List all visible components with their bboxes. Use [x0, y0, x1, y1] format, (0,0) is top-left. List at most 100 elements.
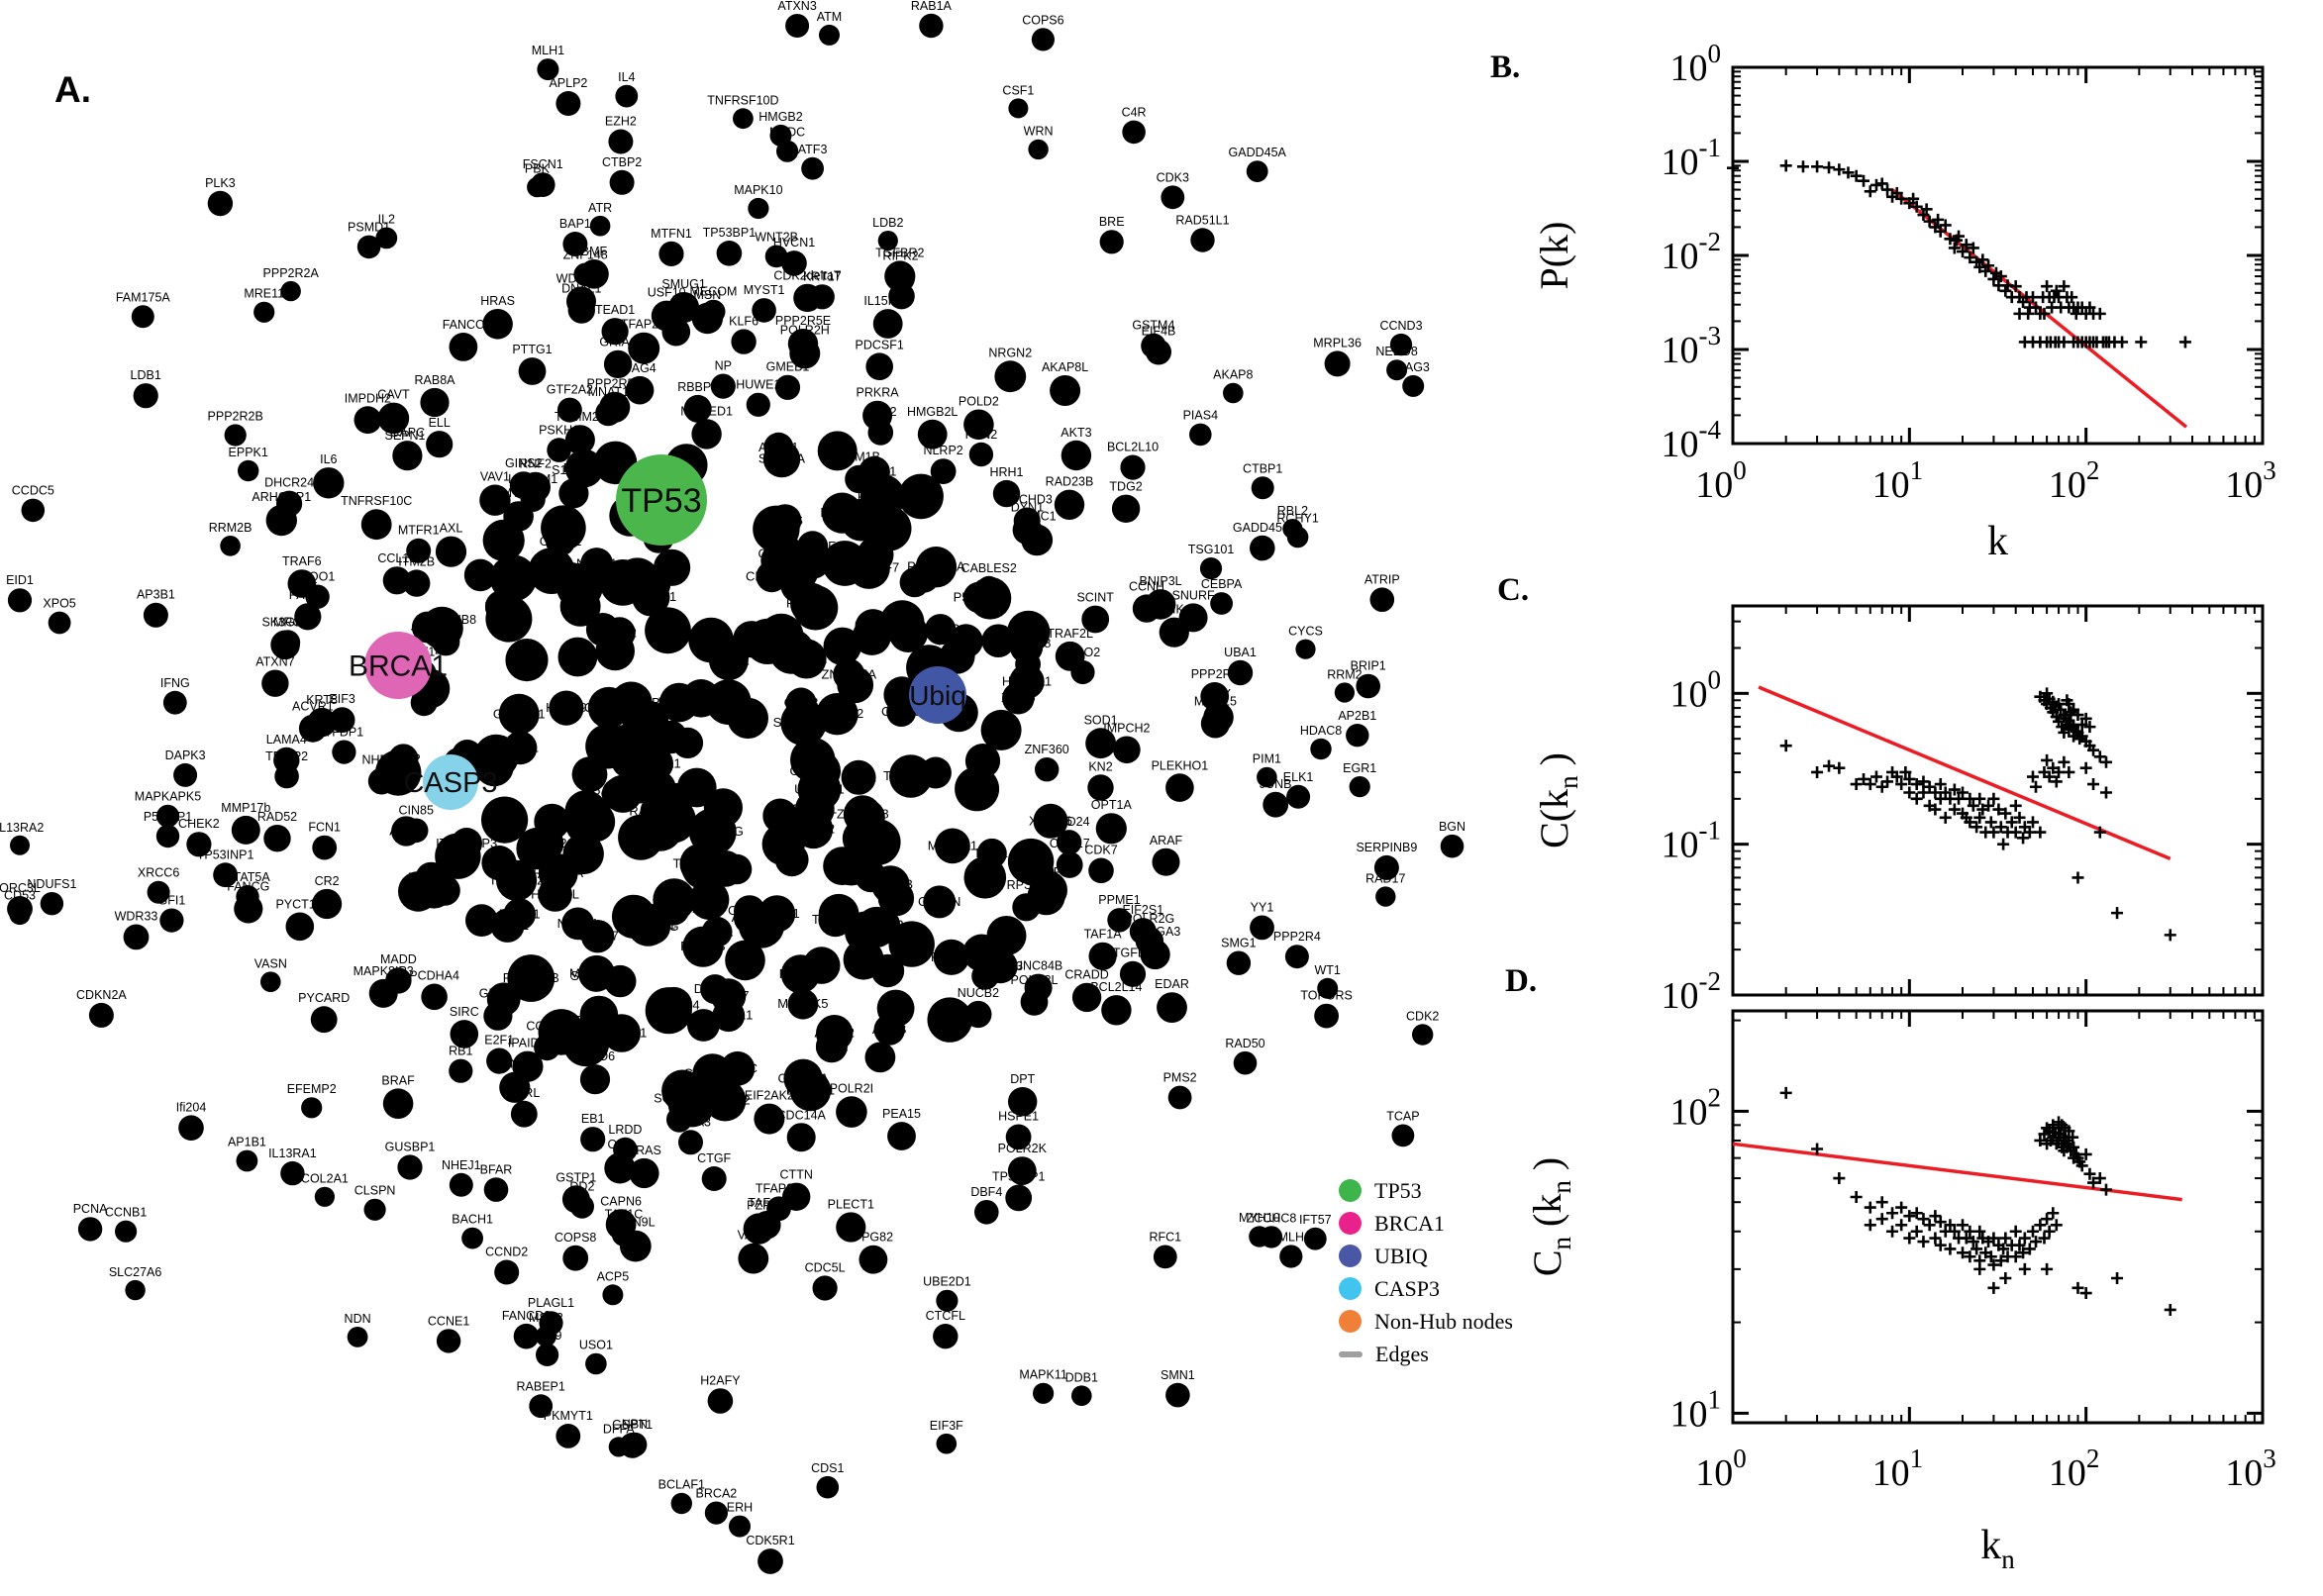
- svg-text:JUNB: JUNB: [411, 620, 445, 635]
- svg-text:GTF2A2: GTF2A2: [547, 383, 593, 397]
- svg-text:MAPK10: MAPK10: [734, 183, 782, 197]
- svg-text:BRE: BRE: [683, 780, 710, 795]
- svg-text:CCNE2: CCNE2: [526, 1019, 567, 1033]
- svg-text:EPHA3: EPHA3: [670, 1115, 711, 1129]
- svg-text:LDB1: LDB1: [131, 368, 161, 382]
- svg-text:CCNE1: CCNE1: [428, 1314, 469, 1328]
- svg-text:MRE11: MRE11: [244, 287, 284, 301]
- svg-text:PTTG1: PTTG1: [499, 907, 541, 922]
- svg-text:PPME1: PPME1: [1098, 893, 1140, 907]
- svg-text:KIF5B: KIF5B: [834, 858, 869, 873]
- svg-text:PXN: PXN: [851, 951, 877, 966]
- svg-text:PYCARD: PYCARD: [298, 991, 350, 1005]
- svg-text:ACVR1: ACVR1: [292, 700, 334, 714]
- svg-text:WDR33L: WDR33L: [556, 271, 607, 285]
- svg-text:FSCN1: FSCN1: [523, 157, 563, 171]
- svg-text:CDK5R1: CDK5R1: [746, 1534, 794, 1547]
- svg-text:GADD45A: GADD45A: [1229, 146, 1287, 159]
- svg-text:POLR2K: POLR2K: [603, 752, 655, 767]
- svg-text:OS9: OS9: [607, 1138, 632, 1151]
- svg-text:ITGB1BP3: ITGB1BP3: [436, 836, 497, 850]
- svg-text:SEPHS1: SEPHS1: [570, 968, 621, 983]
- svg-text:HVCN1: HVCN1: [773, 236, 815, 249]
- svg-text:ATM: ATM: [817, 10, 842, 24]
- svg-text:TOP1: TOP1: [941, 648, 974, 663]
- svg-text:KRT17: KRT17: [803, 269, 842, 283]
- svg-text:CDS1: CDS1: [609, 735, 644, 749]
- svg-text:RAD51L1: RAD51L1: [1175, 213, 1229, 227]
- svg-text:BCLAF1: BCLAF1: [658, 1478, 705, 1492]
- svg-text:103: 103: [2225, 1444, 2276, 1494]
- svg-text:10-1: 10-1: [1662, 816, 1722, 866]
- svg-text:SLC27A6: SLC27A6: [109, 1265, 162, 1279]
- svg-text:NUDC: NUDC: [760, 552, 798, 567]
- svg-text:EPPK1: EPPK1: [229, 446, 268, 459]
- svg-text:PBK: PBK: [525, 162, 551, 176]
- svg-text:ARAF: ARAF: [1150, 834, 1183, 848]
- svg-text:TOPORS: TOPORS: [672, 856, 727, 871]
- svg-text:PARC: PARC: [828, 555, 862, 570]
- svg-text:ZNF385A: ZNF385A: [821, 666, 876, 681]
- svg-text:MAGED1: MAGED1: [680, 404, 733, 418]
- svg-text:MYH10: MYH10: [1239, 1211, 1280, 1225]
- svg-text:USO1: USO1: [579, 1339, 613, 1352]
- svg-text:FAM175A: FAM175A: [938, 634, 994, 648]
- legend-label: Edges: [1375, 1341, 1429, 1366]
- svg-text:IMPCH2: IMPCH2: [1103, 722, 1150, 736]
- svg-text:CHEK2: CHEK2: [792, 821, 835, 836]
- svg-text:CLSPN: CLSPN: [354, 1184, 396, 1198]
- svg-text:IFT57: IFT57: [652, 1003, 685, 1018]
- svg-text:PPP2R4: PPP2R4: [1273, 930, 1321, 944]
- svg-text:ZNF360: ZNF360: [1025, 743, 1069, 756]
- svg-text:PLECT1: PLECT1: [828, 1197, 874, 1211]
- svg-text:LAMA4: LAMA4: [266, 733, 307, 747]
- data-points: [1779, 1086, 2176, 1316]
- svg-text:KRT8: KRT8: [306, 693, 338, 707]
- svg-text:APLP2: APLP2: [814, 1026, 854, 1041]
- svg-text:RAD23A: RAD23A: [533, 865, 583, 880]
- svg-text:TFDP1: TFDP1: [325, 726, 364, 740]
- svg-text:LDB2: LDB2: [872, 216, 903, 230]
- svg-text:GMEB1: GMEB1: [766, 360, 810, 374]
- svg-text:PPG82: PPG82: [854, 1231, 893, 1245]
- svg-text:ACP5: ACP5: [389, 824, 423, 839]
- svg-text:CDK2deltaT: CDK2deltaT: [773, 269, 841, 283]
- svg-text:GSTP1: GSTP1: [556, 1170, 596, 1184]
- svg-text:POLR2L: POLR2L: [1011, 973, 1059, 987]
- svg-text:EIF4B: EIF4B: [520, 841, 556, 855]
- svg-text:CTBP2: CTBP2: [708, 652, 750, 667]
- svg-text:UNG: UNG: [501, 1057, 529, 1071]
- svg-text:RABEP1: RABEP1: [517, 1379, 565, 1393]
- svg-text:ARHGAP1: ARHGAP1: [252, 490, 311, 504]
- svg-text:ERH: ERH: [727, 1501, 753, 1515]
- svg-text:EB1: EB1: [581, 1112, 605, 1126]
- panel_c: 100 10-1 10-2 C(kn ): [1532, 604, 2265, 1017]
- svg-text:HRAS: HRAS: [480, 294, 515, 308]
- svg-text:ORC3L: ORC3L: [855, 919, 897, 934]
- svg-text:RRM2B: RRM2B: [680, 939, 726, 953]
- svg-text:hMLH1: hMLH1: [1271, 1230, 1311, 1244]
- svg-text:AP2B1: AP2B1: [882, 615, 922, 630]
- svg-text:XRCC6: XRCC6: [1029, 813, 1072, 828]
- svg-text:TAF1C: TAF1C: [718, 1060, 758, 1075]
- svg-text:IMPDH2: IMPDH2: [345, 391, 391, 405]
- svg-text:ATR: ATR: [588, 201, 612, 215]
- svg-text:EDD: EDD: [888, 268, 914, 282]
- svg-text:BAG4: BAG4: [623, 361, 656, 375]
- svg-text:LDB2: LDB2: [920, 765, 953, 780]
- svg-text:PPP2R2B: PPP2R2B: [208, 409, 263, 423]
- svg-text:EIF4B: EIF4B: [1142, 325, 1176, 339]
- svg-text:NRGN2: NRGN2: [988, 346, 1032, 359]
- svg-text:IL4: IL4: [739, 710, 757, 725]
- svg-text:GUSBP1: GUSBP1: [493, 706, 546, 721]
- svg-text:EDAR: EDAR: [1155, 977, 1189, 991]
- svg-text:NHEJ1: NHEJ1: [576, 556, 617, 571]
- svg-text:BRF1: BRF1: [700, 924, 733, 939]
- svg-text:PYN2: PYN2: [965, 428, 998, 442]
- nonhub-node-icon: [1339, 1310, 1362, 1333]
- svg-text:PZP: PZP: [747, 1198, 770, 1212]
- svg-text:CR2: CR2: [315, 874, 340, 888]
- svg-text:ANXA3: ANXA3: [652, 812, 694, 827]
- svg-text:GMNN: GMNN: [479, 987, 517, 1001]
- svg-text:RAD23B: RAD23B: [1046, 475, 1094, 489]
